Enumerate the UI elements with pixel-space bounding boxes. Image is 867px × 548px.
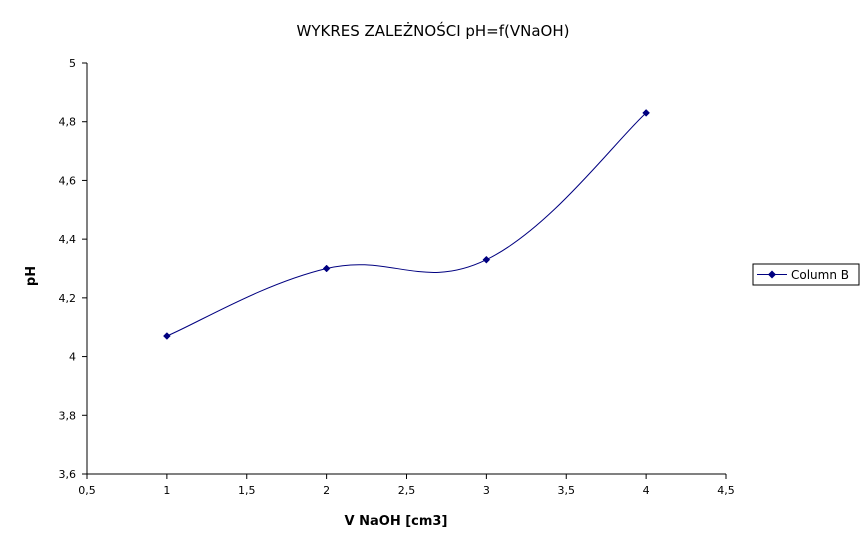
data-point-marker bbox=[482, 255, 491, 264]
y-tick-label: 4,4 bbox=[59, 233, 77, 246]
y-axis-title: pH bbox=[24, 266, 39, 286]
data-point-marker bbox=[163, 332, 171, 340]
legend: Column B bbox=[752, 263, 860, 286]
y-tick-label: 3,6 bbox=[59, 468, 77, 481]
y-tick-label: 4,2 bbox=[59, 292, 77, 305]
y-ticks: 3,6 3,8 4 4,2 4,4 4,6 4,8 5 bbox=[59, 57, 87, 481]
y-tick-label: 5 bbox=[69, 57, 76, 70]
x-axis-title: V NaOH [cm3] bbox=[345, 514, 448, 529]
x-tick-label: 3 bbox=[483, 484, 490, 497]
x-tick-label: 2 bbox=[323, 484, 330, 497]
legend-box bbox=[752, 263, 860, 286]
chart-title: WYKRES ZALEŻNOŚCI pH=f(VNaOH) bbox=[297, 21, 570, 40]
x-tick-label: 4,5 bbox=[717, 484, 735, 497]
legend-diamond-marker bbox=[768, 270, 776, 279]
y-tick-label: 3,8 bbox=[59, 409, 77, 422]
x-tick-label: 0,5 bbox=[78, 484, 96, 497]
data-point-marker bbox=[642, 109, 650, 117]
series-layer bbox=[163, 109, 650, 340]
y-tick-label: 4,8 bbox=[59, 116, 77, 129]
x-tick-label: 2,5 bbox=[398, 484, 416, 497]
y-tick-label: 4 bbox=[69, 351, 76, 364]
data-point-marker bbox=[322, 264, 331, 273]
series-line-column-b bbox=[166, 112, 647, 337]
x-tick-label: 3,5 bbox=[558, 484, 576, 497]
y-tick-label: 4,6 bbox=[59, 174, 77, 187]
x-tick-label: 1,5 bbox=[238, 484, 256, 497]
x-tick-label: 1 bbox=[163, 484, 170, 497]
x-ticks: 0,5 1 1,5 2 2,5 3 3,5 4 4,5 bbox=[78, 474, 735, 497]
axes bbox=[86, 63, 726, 475]
x-tick-label: 4 bbox=[643, 484, 650, 497]
legend-label-column-b: Column B bbox=[791, 268, 849, 282]
